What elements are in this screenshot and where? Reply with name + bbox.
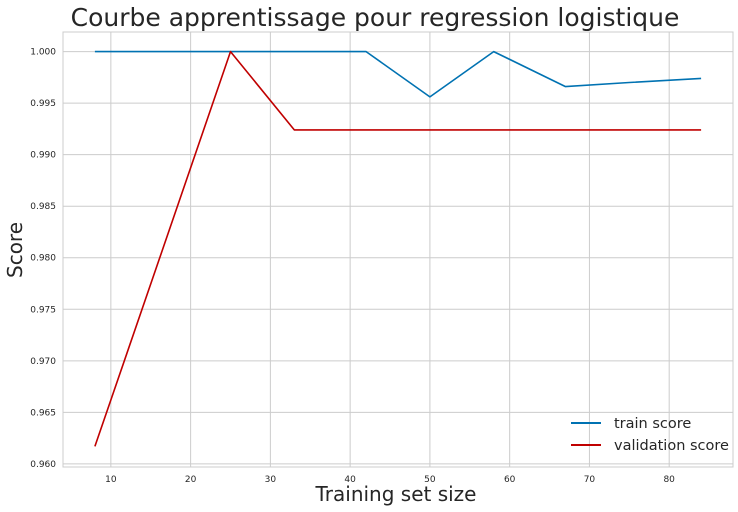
x-axis-ticks: 10 20 30 40 50 60 70 80 xyxy=(105,475,675,485)
x-tick-label: 50 xyxy=(424,475,436,485)
x-tick-label: 10 xyxy=(105,475,117,485)
legend-label: train score xyxy=(614,416,691,432)
chart-title: Courbe apprentissage pour regression log… xyxy=(71,3,680,32)
x-axis-label: Training set size xyxy=(315,482,477,506)
series-line-0 xyxy=(94,50,702,98)
x-tick-label: 70 xyxy=(584,475,596,485)
plot-area xyxy=(62,31,734,468)
series-lines xyxy=(94,50,702,447)
y-tick-label: 0.960 xyxy=(30,460,56,470)
y-tick-label: 0.980 xyxy=(30,254,56,264)
legend: train score validation score xyxy=(571,416,729,454)
y-axis-ticks: 0.960 0.965 0.970 0.975 0.980 0.985 0.990 0.995… xyxy=(30,48,56,470)
legend-label: validation score xyxy=(614,438,729,454)
y-tick-label: 1.000 xyxy=(30,48,56,58)
series-line-1 xyxy=(94,50,702,447)
x-tick-label: 60 xyxy=(504,475,516,485)
y-tick-label: 0.965 xyxy=(30,408,56,418)
y-tick-label: 0.995 xyxy=(30,99,56,109)
x-tick-label: 30 xyxy=(265,475,277,485)
y-tick-label: 0.970 xyxy=(30,357,56,367)
y-tick-label: 0.975 xyxy=(30,305,56,315)
x-tick-label: 20 xyxy=(185,475,197,485)
y-tick-label: 0.985 xyxy=(30,202,56,212)
y-tick-label: 0.990 xyxy=(30,151,56,161)
x-tick-label: 80 xyxy=(663,475,675,485)
x-tick-label: 40 xyxy=(344,475,356,485)
y-axis-label: Score xyxy=(3,222,27,278)
grid xyxy=(63,32,733,467)
